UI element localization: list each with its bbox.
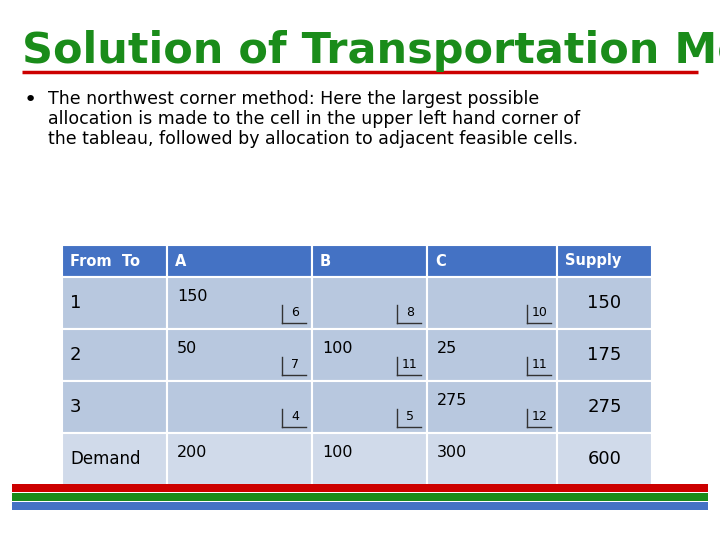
Text: Demand: Demand: [70, 450, 140, 468]
Text: 150: 150: [177, 289, 207, 304]
Text: •: •: [24, 90, 37, 110]
Bar: [167, 329, 312, 381]
Text: Solution of Transportation Model: Solution of Transportation Model: [22, 30, 720, 72]
Text: 150: 150: [588, 294, 621, 312]
Text: 4: 4: [291, 410, 299, 423]
Text: 2: 2: [70, 346, 81, 364]
Text: Supply: Supply: [565, 253, 621, 268]
Text: 50: 50: [177, 341, 197, 356]
Text: 25: 25: [437, 341, 457, 356]
Bar: [312, 329, 427, 381]
Text: 7: 7: [291, 359, 299, 372]
Text: 275: 275: [437, 393, 467, 408]
Bar: [312, 245, 427, 277]
Text: the tableau, followed by allocation to adjacent feasible cells.: the tableau, followed by allocation to a…: [48, 130, 578, 148]
Text: 100: 100: [322, 341, 353, 356]
Text: 600: 600: [588, 450, 621, 468]
Bar: [427, 433, 557, 485]
Text: 275: 275: [588, 398, 622, 416]
Text: 200: 200: [177, 446, 207, 460]
Bar: [62, 277, 167, 329]
Bar: [12, 502, 708, 510]
Bar: [557, 381, 652, 433]
Text: B: B: [320, 253, 331, 268]
Text: A: A: [175, 253, 186, 268]
Text: 1: 1: [70, 294, 81, 312]
Text: C: C: [435, 253, 446, 268]
Bar: [557, 329, 652, 381]
Bar: [167, 381, 312, 433]
Text: 10: 10: [532, 307, 548, 320]
Bar: [557, 277, 652, 329]
Bar: [312, 277, 427, 329]
Text: 3: 3: [70, 398, 81, 416]
Bar: [62, 381, 167, 433]
Bar: [427, 277, 557, 329]
Bar: [167, 277, 312, 329]
Text: 12: 12: [532, 410, 548, 423]
Bar: [12, 493, 708, 501]
Bar: [62, 245, 167, 277]
Text: 11: 11: [532, 359, 548, 372]
Text: 11: 11: [402, 359, 418, 372]
Bar: [427, 329, 557, 381]
Bar: [12, 484, 708, 492]
Text: 300: 300: [437, 446, 467, 460]
Bar: [62, 329, 167, 381]
Bar: [167, 245, 312, 277]
Text: 5: 5: [406, 410, 414, 423]
Bar: [427, 245, 557, 277]
Bar: [312, 381, 427, 433]
Bar: [167, 433, 312, 485]
Text: 100: 100: [322, 446, 353, 460]
Text: The northwest corner method: Here the largest possible: The northwest corner method: Here the la…: [48, 90, 539, 108]
Text: 175: 175: [588, 346, 621, 364]
Bar: [312, 433, 427, 485]
Bar: [557, 433, 652, 485]
Bar: [62, 433, 167, 485]
Text: allocation is made to the cell in the upper left hand corner of: allocation is made to the cell in the up…: [48, 110, 580, 128]
Text: 6: 6: [291, 307, 299, 320]
Bar: [557, 245, 652, 277]
Text: 8: 8: [406, 307, 414, 320]
Bar: [427, 381, 557, 433]
Text: From  To: From To: [70, 253, 140, 268]
